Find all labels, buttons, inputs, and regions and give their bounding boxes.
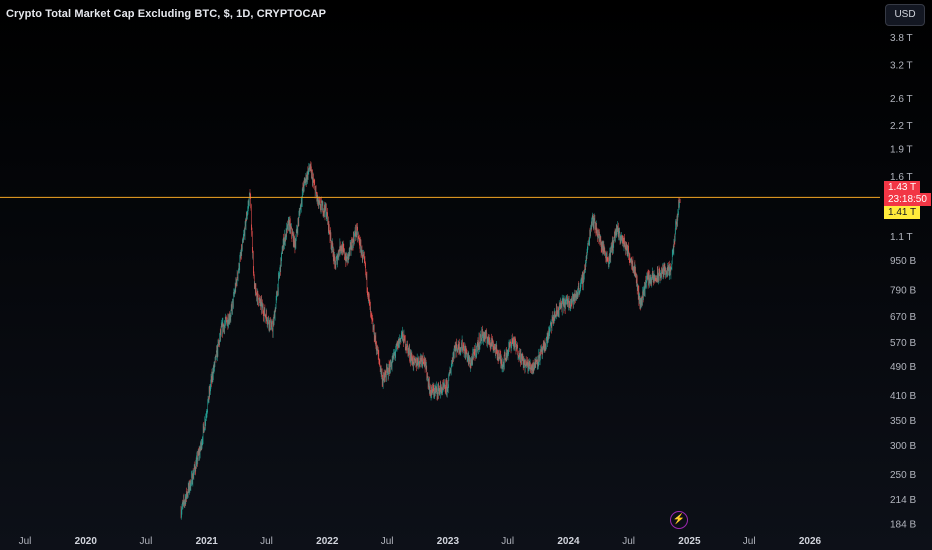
y-tick-label: 3.8 T bbox=[890, 33, 913, 44]
y-tick-label: 570 B bbox=[890, 338, 916, 349]
y-tick-label: 1.6 T bbox=[890, 172, 913, 183]
x-tick-label: 2023 bbox=[437, 536, 460, 547]
current-price-tag: 1.43 T bbox=[884, 181, 921, 194]
x-tick-label: 2026 bbox=[799, 536, 822, 547]
currency-button[interactable]: USD bbox=[885, 4, 925, 26]
y-tick-label: 3.2 T bbox=[890, 61, 913, 72]
y-tick-label: 490 B bbox=[890, 362, 916, 373]
y-tick-label: 1.1 T bbox=[890, 232, 913, 243]
y-tick-label: 790 B bbox=[890, 285, 916, 296]
lightning-icon[interactable]: ⚡ bbox=[670, 511, 688, 529]
x-tick-label: 2020 bbox=[75, 536, 98, 547]
x-tick-label: Jul bbox=[260, 536, 273, 547]
x-tick-label: Jul bbox=[140, 536, 153, 547]
x-axis: Jul 2020 Jul 2021 Jul 2022 Jul 2023 Jul 2024 Jul 20… bbox=[19, 536, 822, 547]
x-tick-label: Jul bbox=[501, 536, 514, 547]
chart-title: Crypto Total Market Cap Excluding BTC, $… bbox=[6, 8, 327, 20]
x-tick-label: 2024 bbox=[557, 536, 580, 547]
candles-layer bbox=[180, 161, 681, 520]
y-tick-label: 670 B bbox=[890, 312, 916, 323]
y-tick-label: 214 B bbox=[890, 495, 916, 506]
bar-countdown-tag: 23:18:50 bbox=[884, 193, 931, 206]
x-tick-label: Jul bbox=[622, 536, 635, 547]
y-tick-label: 350 B bbox=[890, 416, 916, 427]
x-tick-label: Jul bbox=[381, 536, 394, 547]
y-tick-label: 300 B bbox=[890, 441, 916, 452]
y-tick-label: 1.9 T bbox=[890, 144, 913, 155]
y-tick-label: 184 B bbox=[890, 519, 916, 530]
y-tick-label: 950 B bbox=[890, 256, 916, 267]
x-tick-label: Jul bbox=[19, 536, 32, 547]
x-tick-label: 2021 bbox=[196, 536, 219, 547]
y-tick-label: 2.2 T bbox=[890, 121, 913, 132]
y-tick-label: 410 B bbox=[890, 391, 916, 402]
level-price-tag: 1.41 T bbox=[884, 206, 921, 219]
y-tick-label: 2.6 T bbox=[890, 94, 913, 105]
y-tick-label: 250 B bbox=[890, 470, 916, 481]
x-tick-label: 2022 bbox=[316, 536, 339, 547]
y-axis: 3.8 T 3.2 T 2.6 T 2.2 T 1.9 T 1.6 T 1.1 T 950 B… bbox=[890, 33, 916, 530]
x-tick-label: Jul bbox=[743, 536, 756, 547]
x-tick-label: 2025 bbox=[678, 536, 701, 547]
